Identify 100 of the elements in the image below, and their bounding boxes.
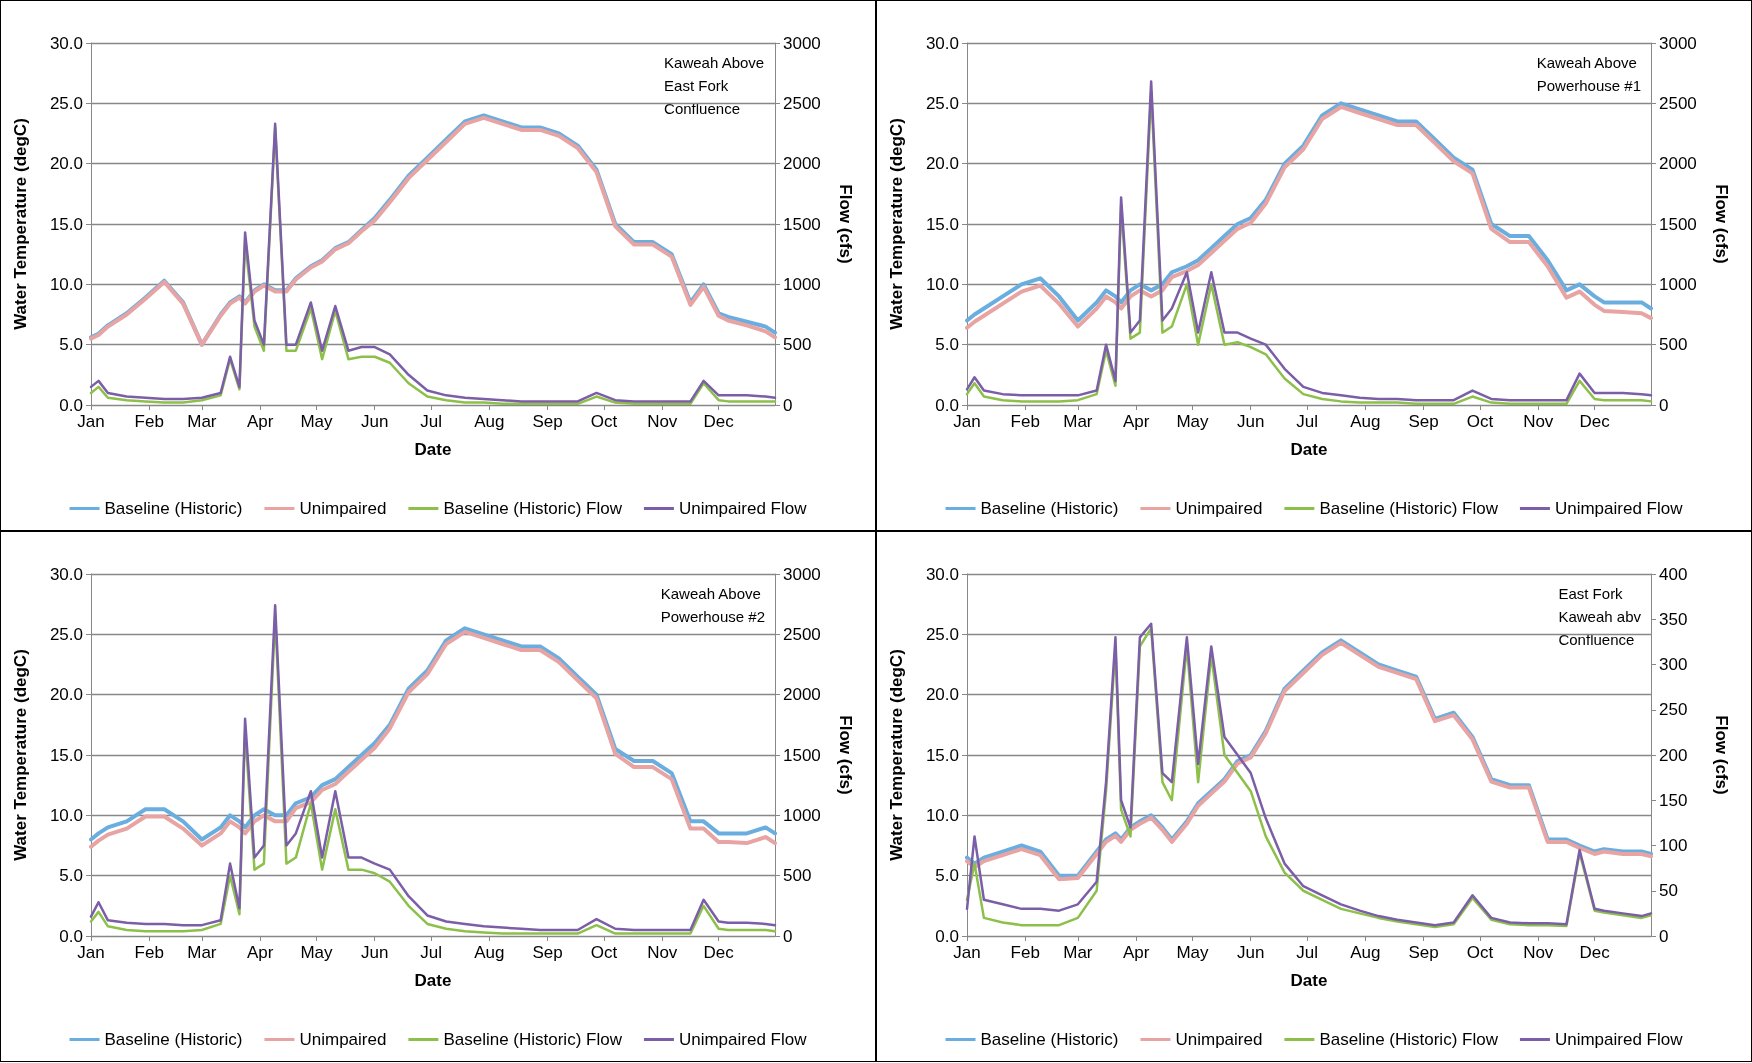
x-tick-label: Jan	[77, 412, 105, 431]
y2-tick-label: 1500	[783, 745, 821, 765]
y2-tick-label: 2000	[783, 685, 821, 705]
x-tick-label: Jan	[77, 943, 105, 962]
x-tick-label: Dec	[1579, 943, 1611, 962]
y-tick-label: 30.0	[49, 33, 83, 53]
y-tick-label: 0.0	[59, 926, 83, 946]
annotation: Kaweah Above Powerhouse #2	[660, 585, 766, 625]
x-tick-label: Nov	[647, 943, 678, 962]
y-tick-label: 5.0	[935, 335, 959, 355]
y-tick-label: 0.0	[935, 395, 959, 415]
y-tick-label: 5.0	[935, 866, 959, 886]
y2-tick-label: 3000	[783, 564, 821, 584]
y2-tick-label: 3000	[1659, 33, 1697, 53]
x-tick-label: Jun	[1237, 412, 1265, 431]
y2-tick-label: 1500	[1659, 214, 1697, 234]
legend-label: Baseline (Historic)	[980, 499, 1119, 518]
x-tick-label: Mar	[187, 412, 217, 431]
y2-tick-label: 200	[1659, 745, 1688, 765]
y2-tick-label: 0	[1659, 395, 1669, 415]
x-axis-title: Date	[414, 440, 452, 459]
y-tick-label: 10.0	[925, 805, 959, 825]
legend-label: Unimpaired	[299, 1030, 387, 1049]
legend-label: Unimpaired	[1175, 499, 1263, 518]
y2-tick-label: 2000	[1659, 154, 1697, 174]
x-tick-label: Oct	[1466, 943, 1494, 962]
legend-label: Unimpaired Flow	[1554, 1030, 1684, 1049]
y2-tick-label: 2500	[1659, 93, 1697, 113]
x-tick-label: May	[300, 943, 334, 962]
legend-label: Baseline (Historic) Flow	[1319, 499, 1499, 518]
x-tick-label: Feb	[134, 412, 164, 431]
y2-tick-label: 0	[783, 395, 793, 415]
legend-label: Unimpaired	[1175, 1030, 1263, 1049]
y-axis-title: Water Temperature (degC)	[11, 118, 30, 330]
y2-tick-label: 100	[1659, 836, 1688, 855]
y-axis-title: Water Temperature (degC)	[887, 118, 906, 330]
x-axis-title: Date	[414, 971, 452, 990]
x-tick-label: Jun	[1237, 943, 1265, 962]
y-tick-label: 20.0	[49, 154, 83, 174]
x-tick-label: Oct	[590, 943, 618, 962]
x-tick-label: Dec	[1579, 412, 1611, 431]
x-axis-title: Date	[1290, 440, 1328, 459]
x-tick-label: Feb	[1010, 943, 1040, 962]
x-tick-label: Apr	[246, 943, 274, 962]
y-tick-label: 10.0	[49, 805, 83, 825]
legend-label: Baseline (Historic)	[980, 1030, 1119, 1049]
y-tick-label: 20.0	[925, 154, 959, 174]
x-tick-label: Oct	[590, 412, 618, 431]
y-tick-label: 30.0	[925, 564, 959, 584]
y-tick-label: 30.0	[925, 33, 959, 53]
x-tick-label: Jan	[953, 412, 981, 431]
x-tick-label: Sep	[532, 412, 563, 431]
x-tick-label: Feb	[134, 943, 164, 962]
y-tick-label: 25.0	[49, 624, 83, 644]
x-tick-label: Aug	[474, 412, 505, 431]
y2-tick-label: 1000	[1659, 274, 1697, 294]
legend-label: Unimpaired Flow	[1554, 499, 1684, 518]
y-tick-label: 10.0	[49, 274, 83, 294]
y2-tick-label: 1500	[783, 214, 821, 234]
legend-label: Unimpaired Flow	[678, 499, 808, 518]
x-tick-label: Jun	[361, 943, 389, 962]
x-tick-label: Dec	[703, 412, 735, 431]
y2-tick-label: 2500	[783, 93, 821, 113]
y2-tick-label: 150	[1659, 790, 1688, 810]
y2-tick-label: 500	[783, 866, 812, 886]
x-tick-label: Feb	[1010, 412, 1040, 431]
y-tick-label: 15.0	[49, 214, 83, 234]
legend-label: Baseline (Historic)	[104, 499, 243, 518]
y-tick-label: 25.0	[925, 624, 959, 644]
annotation: Kaweah Above Powerhouse #1	[1536, 54, 1642, 94]
x-tick-label: Jul	[1296, 943, 1318, 962]
y2-tick-label: 1000	[783, 805, 821, 825]
legend-label: Unimpaired	[299, 499, 387, 518]
annotation: East Fork Kaweah abv Confluence	[1558, 585, 1642, 648]
x-tick-label: Mar	[187, 943, 217, 962]
x-tick-label: Aug	[1350, 412, 1381, 431]
x-tick-label: May	[300, 412, 334, 431]
y2-tick-label: 3000	[783, 33, 821, 53]
legend-label: Baseline (Historic) Flow	[443, 499, 623, 518]
x-tick-label: Aug	[474, 943, 505, 962]
x-tick-label: Apr	[1122, 412, 1150, 431]
y-tick-label: 0.0	[59, 395, 83, 415]
legend-label: Baseline (Historic)	[104, 1030, 243, 1049]
x-tick-label: Mar	[1063, 412, 1093, 431]
y-tick-label: 20.0	[49, 685, 83, 705]
y-tick-label: 0.0	[935, 926, 959, 946]
y-axis-title: Water Temperature (degC)	[887, 649, 906, 861]
x-tick-label: Apr	[1122, 943, 1150, 962]
y2-axis-title: Flow (cfs)	[1712, 715, 1731, 795]
y-tick-label: 15.0	[925, 214, 959, 234]
legend-label: Baseline (Historic) Flow	[443, 1030, 623, 1049]
y2-axis-title: Flow (cfs)	[836, 184, 855, 264]
legend-label: Unimpaired Flow	[678, 1030, 808, 1049]
annotation: Kaweah Above East Fork Confluence	[664, 54, 765, 117]
legend-label: Baseline (Historic) Flow	[1319, 1030, 1499, 1049]
y2-axis-title: Flow (cfs)	[1712, 184, 1731, 264]
x-tick-label: Nov	[1523, 412, 1554, 431]
y-tick-label: 15.0	[925, 745, 959, 765]
y2-tick-label: 0	[1659, 926, 1669, 946]
y2-tick-label: 500	[1659, 335, 1688, 355]
